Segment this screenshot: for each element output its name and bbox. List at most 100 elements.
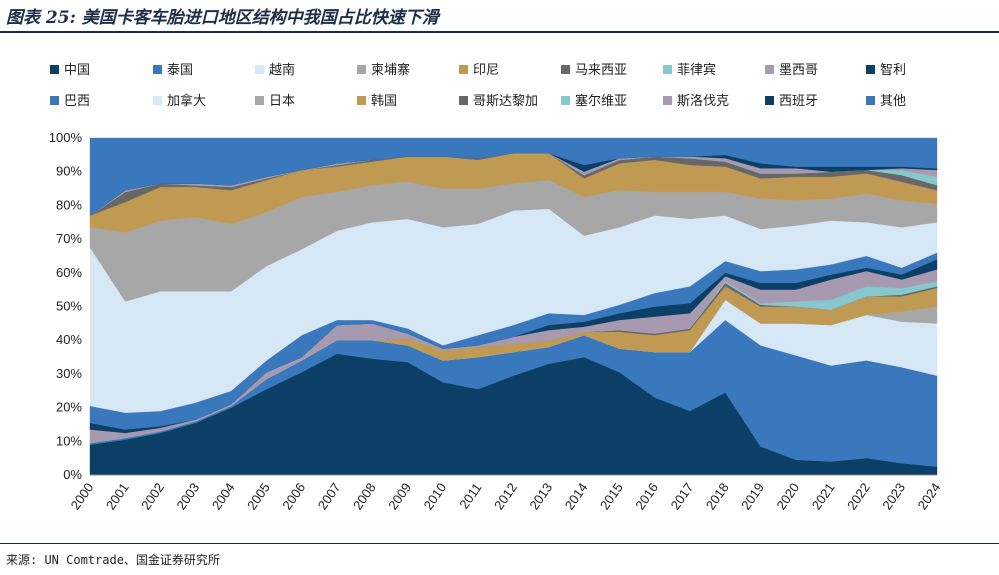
legend-label: 塞尔维亚 (575, 93, 627, 109)
legend-item: 智利 (866, 63, 906, 78)
legend-label: 智利 (880, 63, 906, 78)
title-rule (0, 31, 999, 33)
legend-item: 日本 (255, 94, 295, 109)
legend-item: 越南 (255, 62, 295, 78)
x-tick-label: 2004 (209, 480, 238, 512)
x-tick-label: 2019 (738, 480, 767, 512)
y-tick-label: 30% (56, 366, 82, 381)
x-tick-label: 2014 (562, 480, 591, 512)
x-tick-label: 2021 (809, 480, 838, 512)
legend-label: 韩国 (371, 94, 397, 109)
x-tick-label: 2015 (597, 480, 626, 512)
legend-label: 哥斯达黎加 (473, 94, 538, 109)
x-tick-label: 2017 (668, 480, 697, 512)
y-tick-label: 70% (56, 231, 82, 246)
legend-item: 韩国 (357, 94, 397, 109)
legend-swatch (357, 96, 366, 105)
x-tick-label: 2011 (456, 480, 484, 512)
legend-label: 西班牙 (779, 94, 818, 109)
x-tick-label: 2024 (915, 480, 944, 512)
y-tick-label: 40% (56, 332, 82, 347)
legend-label: 柬埔寨 (371, 62, 410, 78)
legend-item: 塞尔维亚 (561, 93, 627, 109)
legend-swatch (459, 65, 468, 74)
legend-label: 加拿大 (167, 93, 206, 109)
legend-item: 哥斯达黎加 (459, 94, 538, 109)
x-tick-label: 2002 (138, 480, 167, 512)
x-tick-label: 2009 (385, 480, 414, 512)
legend-item: 中国 (50, 63, 90, 78)
legend-item: 斯洛伐克 (663, 94, 729, 109)
y-tick-label: 50% (56, 299, 82, 314)
legend-label: 其他 (880, 94, 906, 109)
y-tick-label: 80% (56, 197, 82, 212)
legend-swatch (50, 65, 59, 74)
legend-item: 菲律宾 (663, 62, 716, 78)
y-tick-label: 0% (63, 467, 82, 482)
legend-swatch (561, 65, 570, 74)
x-tick-label: 2018 (703, 480, 732, 512)
y-tick-label: 100% (49, 130, 83, 145)
x-tick-label: 2012 (491, 480, 520, 512)
y-tick-label: 20% (56, 400, 82, 415)
x-tick-label: 2000 (68, 480, 97, 512)
x-tick-label: 2020 (773, 480, 802, 512)
legend-item: 柬埔寨 (357, 62, 410, 78)
x-tick-label: 2023 (879, 480, 908, 512)
legend-swatch (255, 65, 264, 74)
y-tick-label: 90% (56, 164, 82, 179)
x-tick-label: 2003 (173, 480, 202, 512)
chart-title: 图表 25: 美国卡客车胎进口地区结构中我国占比快速下滑 (6, 8, 439, 28)
legend-swatch (866, 65, 875, 74)
legend-label: 越南 (269, 62, 295, 78)
x-tick-label: 2022 (844, 480, 873, 512)
x-tick-label: 2008 (350, 480, 379, 512)
legend-swatch (357, 65, 366, 74)
x-tick-label: 2013 (526, 480, 555, 512)
legend-swatch (153, 96, 162, 105)
x-tick-label: 2010 (420, 480, 449, 512)
y-axis: 0% 10% 20% 30% 40% 50% 60% 70% 80% 90% 100% (49, 130, 937, 482)
legend-item: 马来西亚 (561, 63, 627, 78)
legend-swatch (663, 96, 672, 105)
legend-swatch (50, 96, 59, 105)
legend-swatch (765, 96, 774, 105)
legend-swatch (153, 65, 162, 74)
x-tick-label: 2001 (103, 480, 132, 512)
x-tick-label: 2006 (279, 480, 308, 512)
legend-label: 中国 (64, 63, 90, 78)
legend-label: 斯洛伐克 (677, 94, 729, 109)
legend-label: 日本 (269, 94, 295, 109)
legend-item: 印尼 (459, 63, 499, 78)
legend-swatch (459, 96, 468, 105)
x-tick-label: 2016 (632, 480, 661, 512)
legend-item: 墨西哥 (765, 63, 818, 78)
legend-item: 西班牙 (765, 94, 818, 109)
legend-swatch (866, 96, 875, 105)
area-layers (89, 137, 938, 476)
legend-swatch (255, 96, 264, 105)
legend-item: 泰国 (153, 63, 193, 78)
source-note: 来源: UN Comtrade、国金证券研究所 (6, 553, 220, 567)
footer-rule (0, 543, 999, 544)
legend-label: 墨西哥 (779, 63, 818, 78)
y-tick-label: 10% (56, 433, 82, 448)
legend-item: 加拿大 (153, 93, 206, 109)
legend-label: 印尼 (473, 63, 499, 78)
legend-label: 泰国 (167, 63, 193, 78)
legend-swatch (765, 65, 774, 74)
legend-item: 巴西 (50, 94, 90, 109)
legend-label: 马来西亚 (575, 63, 627, 78)
legend-label: 菲律宾 (677, 62, 716, 78)
x-tick-label: 2005 (244, 480, 273, 512)
x-tick-label: 2007 (315, 480, 344, 512)
legend-swatch (663, 65, 672, 74)
legend-swatch (561, 96, 570, 105)
y-tick-label: 60% (56, 265, 82, 280)
legend-label: 巴西 (64, 94, 90, 109)
area-其他 (89, 137, 938, 216)
legend-item: 其他 (866, 94, 906, 109)
x-axis: 2000 2001 2002 2003 2004 2005 2006 2007 2008 2009… (68, 480, 944, 512)
